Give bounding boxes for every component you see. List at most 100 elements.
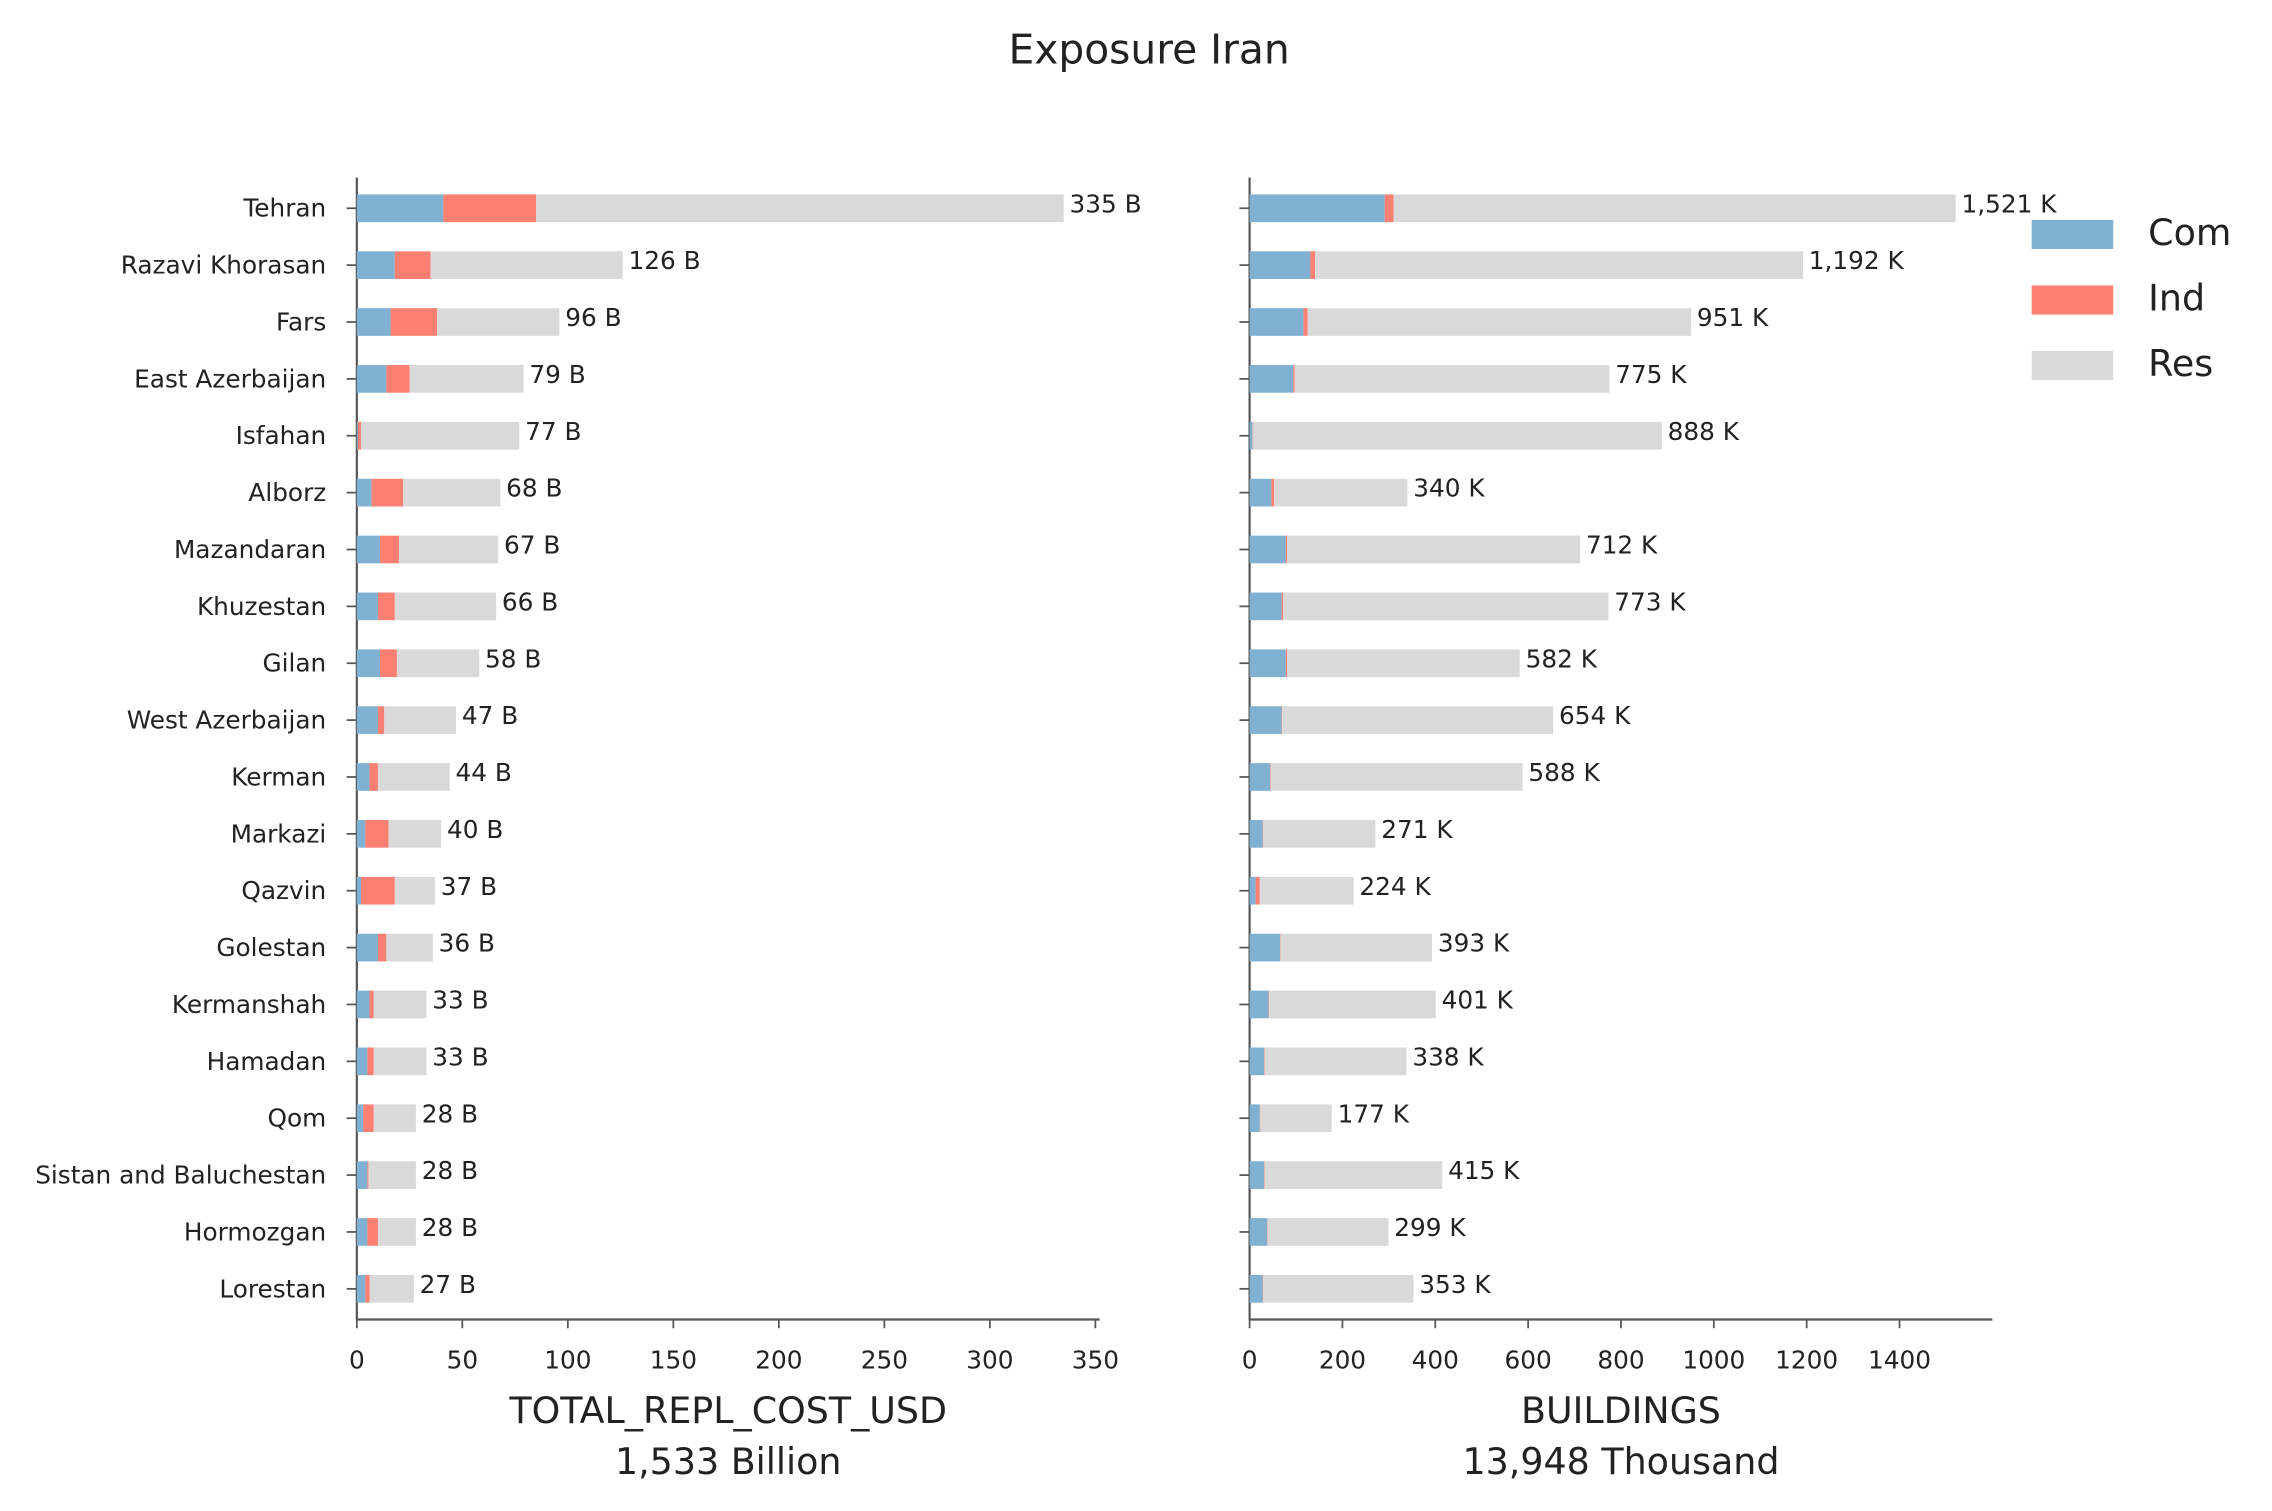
x-tick-label: 600 [1505,1346,1552,1375]
y-tick-label: Sistan and Baluchestan [35,1161,326,1190]
bar-segment [369,990,374,1019]
bar-segment [356,876,362,905]
y-tick-label: Isfahan [236,421,327,450]
bar-segment [356,706,378,734]
bar-segment [1249,876,1256,905]
bar-segment [1249,421,1253,450]
x-tick-label: 800 [1597,1346,1644,1375]
bar-segment [361,421,520,450]
bar-segment [371,478,404,507]
legend-label: Com [2148,211,2231,254]
bar-segment [1259,876,1354,905]
bar-segment [1280,933,1433,962]
bar-segment [356,1274,366,1303]
total-label: 775 K [1615,360,1687,389]
x-tick-label: 1400 [1868,1346,1931,1375]
y-tick-label: West Azerbaijan [127,706,327,735]
total-label: 58 B [485,644,541,673]
y-tick-label: Gilan [262,649,326,678]
bar-segment [1282,706,1554,734]
y-tick-label: Lorestan [219,1274,326,1303]
bar-segment [1249,308,1304,336]
y-tick-label: Fars [276,307,326,336]
total-label: 77 B [525,417,581,446]
total-label: 33 B [432,1042,488,1071]
bar-segment [437,308,560,336]
x-tick-label: 350 [1072,1346,1119,1375]
bar-segment [1249,478,1272,507]
bar-segment [1269,990,1436,1019]
bar-segment [1249,1047,1264,1076]
total-label: 401 K [1442,986,1514,1015]
bar-segment [373,1047,427,1076]
total-label: 951 K [1697,303,1769,332]
bar-segment [1249,1218,1268,1246]
x-tick-label: 50 [447,1346,478,1375]
bar-segment [1260,1104,1332,1133]
x-tick-label: 400 [1412,1346,1459,1375]
bar-segment [388,820,442,848]
bar-segment [394,876,435,905]
bar-segment [369,1274,414,1303]
bar-segment [377,763,450,791]
bar-segment [1249,763,1271,791]
bar-segment [368,1161,416,1189]
bar-segment [386,933,433,962]
bar-segment [1249,706,1282,734]
bar-segment [1249,649,1286,678]
bar-segment [367,1218,378,1246]
bar-segment [369,763,378,791]
total-label: 338 K [1412,1042,1484,1071]
bar-segment [356,308,391,336]
bar-segment [377,592,395,621]
y-tick-label: Tehran [242,194,326,223]
y-tick-label: Alborz [248,478,326,507]
y-tick-label: Hormozgan [184,1217,326,1246]
bar-segment [1249,194,1385,223]
bar-segment [356,1047,368,1076]
total-label: 40 B [447,815,503,844]
bar-segment [1393,194,1956,223]
total-label: 654 K [1559,701,1631,730]
x-tick-label: 0 [349,1346,365,1375]
total-label: 68 B [506,474,562,503]
total-label: 353 K [1419,1270,1491,1299]
bar-segment [1384,194,1394,223]
legend-swatch [2031,219,2114,250]
bar-segment [365,820,389,848]
y-tick-label: East Azerbaijan [134,364,326,393]
total-label: 79 B [529,360,585,389]
bar-segment [1249,1104,1260,1133]
bar-segment [356,421,358,450]
bar-segment [356,990,370,1019]
total-label: 37 B [441,872,497,901]
x-tick-label: 1200 [1775,1346,1838,1375]
bar-segment [399,535,499,564]
bar-segment [1285,535,1288,564]
total-label: 335 B [1070,189,1142,218]
total-label: 66 B [502,587,558,616]
bar-segment [356,365,387,393]
legend-swatch [2031,350,2114,381]
bar-segment [1274,478,1408,507]
total-label: 44 B [456,758,512,787]
bar-segment [1249,1161,1264,1189]
bar-segment [1264,1047,1407,1076]
bar-segment [1270,763,1523,791]
bar-segment [1249,990,1269,1019]
bar-segment [394,592,497,621]
bar-segment [377,933,387,962]
y-tick-label: Qazvin [241,876,326,905]
bar-segment [367,1161,369,1189]
bar-segment [1252,421,1662,450]
bar-segment [443,194,537,223]
bar-segment [1283,592,1609,621]
bar-segment [356,535,381,564]
x-axis-label: BUILDINGS [1521,1389,1721,1432]
bar-segment [1249,365,1294,393]
total-label: 33 B [432,986,488,1015]
bar-segment [1281,592,1284,621]
bar-segment [356,1218,368,1246]
legend-label: Res [2148,342,2213,385]
bar-segment [1249,251,1311,279]
